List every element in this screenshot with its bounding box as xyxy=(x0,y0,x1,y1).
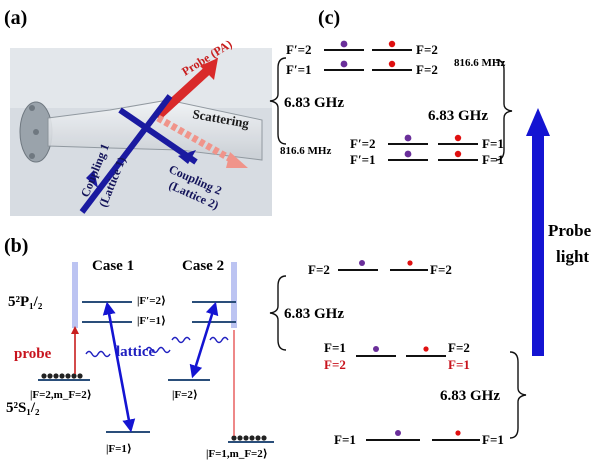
purple-atom-dot xyxy=(359,260,365,266)
d-gap-top-label: 6.83 GHz xyxy=(284,306,344,322)
excited-linewidth-case2 xyxy=(231,262,237,328)
scattering-beam xyxy=(156,114,238,166)
c-top-left-upper-label: F′=2 xyxy=(286,42,312,57)
purple-atom-dot xyxy=(340,60,348,68)
c-gap-left-label: 6.83 GHz xyxy=(284,95,344,111)
c-bot-left-lower-label: F′=1 xyxy=(350,152,376,167)
coupling2-arrow xyxy=(178,150,196,164)
d-top-left-label: F=2 xyxy=(308,262,330,277)
c-top-right-lower-label: F=2 xyxy=(416,62,438,77)
d-top-right-label: F=2 xyxy=(430,262,452,277)
purple-atom-dot xyxy=(373,346,379,352)
case2-atoms xyxy=(231,435,267,441)
case2-lattice-arrow xyxy=(189,301,219,379)
case1-f1-state-label: |F=1⟩ xyxy=(106,443,132,455)
purple-atom-dot xyxy=(340,40,348,48)
red-atom-dot xyxy=(423,346,429,352)
purple-atom-dot xyxy=(404,134,412,142)
purple-atom-dot xyxy=(395,430,401,436)
ground-manifold-label: 5²S₁/₂ xyxy=(6,400,40,416)
c-top-right-upper-label: F=2 xyxy=(416,42,438,57)
excited-manifold-label: 5²P₁/₂ xyxy=(8,294,43,310)
case1-ground-state-label: |F=2,m_F=2⟩ xyxy=(30,389,92,401)
c-gap-right-label: 6.83 GHz xyxy=(428,108,488,124)
case2-title: Case 2 xyxy=(182,258,224,274)
panel-a-label: (a) xyxy=(4,7,27,29)
coupling1-beam xyxy=(79,94,173,214)
case1-photon-wave-right xyxy=(145,346,171,354)
case2-photon-wave-right xyxy=(209,336,229,344)
c-bot-left-upper-label: F′=2 xyxy=(350,136,376,151)
d-bot-left-label: F=1 xyxy=(334,432,356,447)
case1-lattice-arrow xyxy=(102,301,136,433)
apparatus-background-top xyxy=(10,48,272,108)
panel-d: F=2 F=2 6.83 GHz F=1 F=2 F=2 F=1 6.83 GH… xyxy=(269,260,527,447)
red-atom-dot xyxy=(407,260,413,266)
case1-atoms xyxy=(41,373,83,379)
d-mid-left-black-label: F=1 xyxy=(324,340,346,355)
fp1-state-label: |F′=1⟩ xyxy=(137,315,166,327)
flange-bolt xyxy=(29,105,35,111)
case2-f2-state-label: |F=2⟩ xyxy=(172,389,198,401)
flange-bolt xyxy=(33,129,39,135)
c-top-left-lower-label: F′=1 xyxy=(286,62,312,77)
d-left-brace xyxy=(269,275,287,351)
case2-ground-state-label: |F=1,m_F=2⟩ xyxy=(206,448,268,460)
red-atom-dot xyxy=(454,150,462,158)
panel-c: (c) F′=2 F′=1 F=2 F=2 816.6 MHz 6.83 GHz… xyxy=(269,7,513,167)
excited-linewidth-case1 xyxy=(72,262,78,328)
c-right-brace xyxy=(495,59,513,161)
d-gap-bottom-label: 6.83 GHz xyxy=(440,388,500,404)
coupling2-beam xyxy=(118,107,198,165)
c-bot-right-lower-label: F=1 xyxy=(482,152,504,167)
scattering-arrow xyxy=(226,152,248,168)
d-right-brace xyxy=(509,351,527,439)
fp2-state-label: |F′=2⟩ xyxy=(137,295,166,307)
probe-light-label-line2: light xyxy=(556,247,589,266)
purple-atom-dot xyxy=(404,150,412,158)
d-bot-right-label: F=1 xyxy=(482,432,504,447)
panel-b: (b) Case 1 Case 2 5²P₁/₂ 5²S₁/₂ |F′=2⟩ |… xyxy=(4,235,274,460)
probe-light-label-line1: Probe xyxy=(548,221,592,240)
probe-beam-arrow xyxy=(200,58,218,80)
probe-light-indicator: Probe light xyxy=(526,108,592,356)
d-mid-left-red-label: F=2 xyxy=(324,357,346,372)
d-mid-right-red-label: F=1 xyxy=(448,357,470,372)
probe-light-arrow-head xyxy=(526,108,550,136)
probe-beam xyxy=(155,65,213,119)
red-atom-dot xyxy=(388,60,396,68)
c-bot-right-upper-label: F=1 xyxy=(482,136,504,151)
d-mid-right-black-label: F=2 xyxy=(448,340,470,355)
case2-photon-wave-left xyxy=(171,336,191,344)
probe-label: probe xyxy=(14,346,52,362)
red-atom-dot xyxy=(455,430,461,436)
case1-photon-wave xyxy=(85,350,111,358)
red-atom-dot xyxy=(454,134,462,142)
lattice-label: lattice xyxy=(116,344,155,360)
panel-c-label: (c) xyxy=(318,7,340,29)
c-top-splitting-label: 816.6 MHz xyxy=(454,57,505,69)
c-left-brace xyxy=(269,57,287,145)
c-bottom-splitting-label: 816.6 MHz xyxy=(280,145,331,157)
panel-a: (a) Probe (PA) Scattering Coupling 1 (La… xyxy=(4,7,272,216)
coupling1-arrow xyxy=(86,170,98,188)
probe-light-arrow-shaft xyxy=(532,134,544,356)
red-atom-dot xyxy=(388,40,396,48)
flange-bolt xyxy=(29,153,35,159)
panel-b-label: (b) xyxy=(4,235,28,257)
case1-title: Case 1 xyxy=(92,258,134,274)
